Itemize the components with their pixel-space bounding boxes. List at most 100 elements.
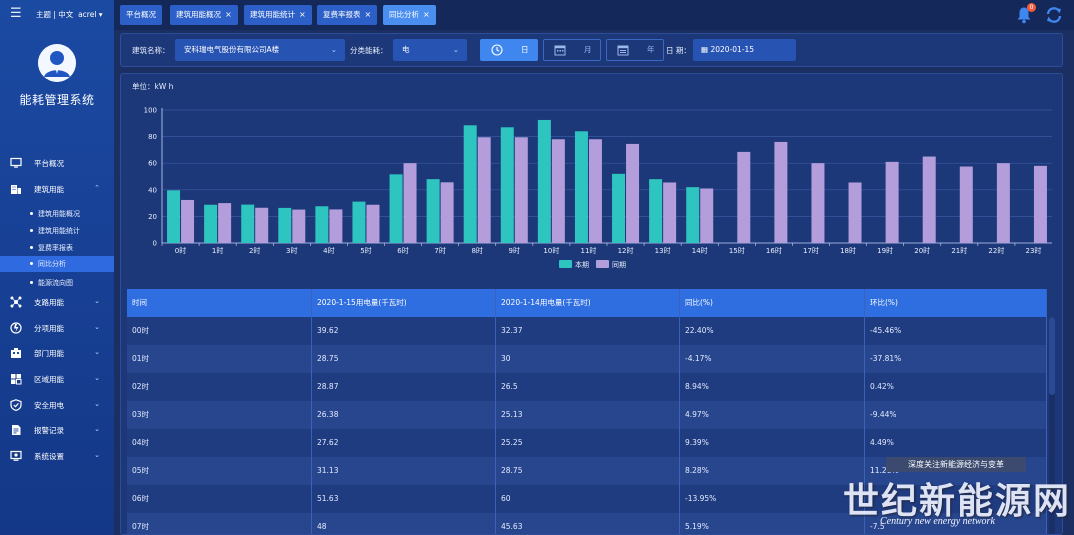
table-row[interactable]: 06时 51.63 60 -13.95% xyxy=(127,485,1047,513)
period-day-button[interactable]: 日 xyxy=(480,39,538,61)
table-row[interactable]: 03时 26.38 25.13 4.97% -9.44% xyxy=(127,401,1047,429)
tab-platform-overview[interactable]: 平台概况 xyxy=(120,5,162,25)
bar-previous[interactable] xyxy=(1033,165,1047,243)
bar-current[interactable] xyxy=(463,125,477,243)
bar-previous[interactable] xyxy=(181,199,195,243)
table-row[interactable]: 00时 39.62 32.37 22.40% -45.46% xyxy=(127,317,1047,345)
table-scrollbar[interactable] xyxy=(1049,317,1055,534)
table-row[interactable]: 07时 48 45.63 5.19% -7.5 xyxy=(127,513,1047,534)
bar-previous[interactable] xyxy=(885,161,899,243)
tab-yoy-analysis[interactable]: 同比分析 × xyxy=(383,5,436,25)
table-row[interactable]: 01时 28.75 30 -4.17% -37.81% xyxy=(127,345,1047,373)
sidebar-header: ☰ 主题 | 中文 acrel ▾ xyxy=(0,0,114,28)
close-icon[interactable]: × xyxy=(225,10,232,19)
bar-previous[interactable] xyxy=(218,203,232,243)
bar-previous[interactable] xyxy=(403,163,417,243)
legend-swatch[interactable] xyxy=(596,260,609,268)
branch-icon xyxy=(10,296,22,308)
sidebar-item-platform-overview[interactable]: 平台概况 xyxy=(0,155,114,172)
bar-previous[interactable] xyxy=(292,209,306,243)
bar-current[interactable] xyxy=(204,204,218,243)
sidebar-item-category-energy[interactable]: 分项用能 ⌄ xyxy=(0,320,114,337)
sidebar-item-alarm-records[interactable]: 报警记录 ⌄ xyxy=(0,422,114,439)
tab-rate-report[interactable]: 复费率报表 × xyxy=(317,5,378,25)
bar-previous[interactable] xyxy=(588,139,602,243)
sidebar-subitem-energy-flow[interactable]: 能源流向图 xyxy=(0,275,114,290)
region-icon xyxy=(11,374,22,385)
period-month-button[interactable]: 月 xyxy=(543,39,601,61)
sidebar-item-region-energy[interactable]: 区域用能 ⌄ xyxy=(0,371,114,388)
bar-previous[interactable] xyxy=(329,209,343,243)
bar-current[interactable] xyxy=(241,204,255,243)
avatar[interactable] xyxy=(38,44,76,82)
close-icon[interactable]: × xyxy=(299,10,306,19)
bar-previous[interactable] xyxy=(922,156,936,243)
tab-building-statistics[interactable]: 建筑用能统计 × xyxy=(244,5,312,25)
scrollbar-thumb[interactable] xyxy=(1049,317,1055,395)
column-header[interactable]: 2020-1-14用电量(千瓦时) xyxy=(496,289,680,317)
user-menu[interactable]: acrel ▾ xyxy=(78,10,103,19)
user-avatar-icon xyxy=(38,44,76,82)
bar-current[interactable] xyxy=(426,179,440,243)
bar-current[interactable] xyxy=(686,187,700,243)
bar-current[interactable] xyxy=(278,207,292,243)
legend-label[interactable]: 同期 xyxy=(612,261,626,269)
bar-current[interactable] xyxy=(352,201,366,243)
bar-previous[interactable] xyxy=(848,182,862,243)
bar-previous[interactable] xyxy=(996,163,1010,243)
chevron-down-icon: ⌄ xyxy=(94,348,100,356)
bar-current[interactable] xyxy=(500,127,514,243)
bar-previous[interactable] xyxy=(255,207,269,243)
bar-current[interactable] xyxy=(389,174,403,243)
tab-bar: 平台概况 建筑用能概况 × 建筑用能统计 × 复费率报表 × 同比分析 × xyxy=(114,0,1074,30)
sidebar-item-system-settings[interactable]: 系统设置 ⌄ xyxy=(0,448,114,465)
bar-previous[interactable] xyxy=(811,163,825,243)
category-select[interactable]: 电 ⌄ xyxy=(393,39,467,61)
close-icon[interactable]: × xyxy=(364,10,372,19)
sidebar-subitem-yoy-analysis[interactable]: 同比分析 xyxy=(0,256,114,272)
sidebar-subitem-building-overview[interactable]: 建筑用能概况 xyxy=(0,206,114,221)
x-tick-label: 3时 xyxy=(286,246,297,255)
bar-current[interactable] xyxy=(315,206,329,243)
bar-previous[interactable] xyxy=(663,182,677,243)
bar-current[interactable] xyxy=(537,119,551,243)
tab-building-overview[interactable]: 建筑用能概况 × xyxy=(170,5,238,25)
legend-swatch[interactable] xyxy=(559,260,572,268)
bar-previous[interactable] xyxy=(551,139,565,243)
column-header[interactable]: 2020-1-15用电量(千瓦时) xyxy=(312,289,496,317)
table-row[interactable]: 02时 28.87 26.5 8.94% 0.42% xyxy=(127,373,1047,401)
close-icon[interactable]: × xyxy=(423,10,430,19)
sidebar-item-electrical-safety[interactable]: 安全用电 ⌄ xyxy=(0,397,114,414)
bar-previous[interactable] xyxy=(514,137,528,243)
period-year-button[interactable]: 年 xyxy=(606,39,664,61)
bar-current[interactable] xyxy=(612,173,626,243)
bar-previous[interactable] xyxy=(366,204,380,243)
bar-current[interactable] xyxy=(167,190,181,243)
sidebar-subitem-building-statistics[interactable]: 建筑用能统计 xyxy=(0,223,114,238)
bar-previous[interactable] xyxy=(477,137,491,243)
refresh-icon[interactable] xyxy=(1045,6,1063,24)
bar-previous[interactable] xyxy=(959,166,973,243)
bar-previous[interactable] xyxy=(700,188,714,243)
date-input[interactable]: ▦ 2020-01-15 xyxy=(693,39,796,61)
building-select[interactable]: 安科瑞电气股份有限公司A楼 ⌄ xyxy=(175,39,345,61)
column-header[interactable]: 环比(%) xyxy=(865,289,1047,317)
table-row[interactable]: 04时 27.62 25.25 9.39% 4.49% xyxy=(127,429,1047,457)
column-header[interactable]: 时间 xyxy=(127,289,312,317)
menu-toggle-icon[interactable]: ☰ xyxy=(10,6,22,21)
bar-previous[interactable] xyxy=(737,151,751,243)
bar-previous[interactable] xyxy=(440,182,454,243)
sidebar-subitem-rate-report[interactable]: 复费率报表 xyxy=(0,240,114,255)
watermark-tagline: 深度关注新能源经济与变革 xyxy=(886,457,1026,472)
column-header[interactable]: 同比(%) xyxy=(680,289,865,317)
theme-language-switch[interactable]: 主题 | 中文 xyxy=(36,10,74,19)
sidebar-item-department-energy[interactable]: 部门用能 ⌄ xyxy=(0,345,114,362)
bar-previous[interactable] xyxy=(774,141,788,243)
bar-current[interactable] xyxy=(574,131,588,243)
watermark-brand-en: Century new energy network xyxy=(880,516,995,527)
bar-current[interactable] xyxy=(649,179,663,243)
sidebar-item-branch-energy[interactable]: 支路用能 ⌄ xyxy=(0,294,114,311)
legend-label[interactable]: 本期 xyxy=(575,260,589,269)
sidebar-item-building-energy[interactable]: 建筑用能 ⌃ xyxy=(0,181,114,198)
bar-previous[interactable] xyxy=(626,143,640,243)
